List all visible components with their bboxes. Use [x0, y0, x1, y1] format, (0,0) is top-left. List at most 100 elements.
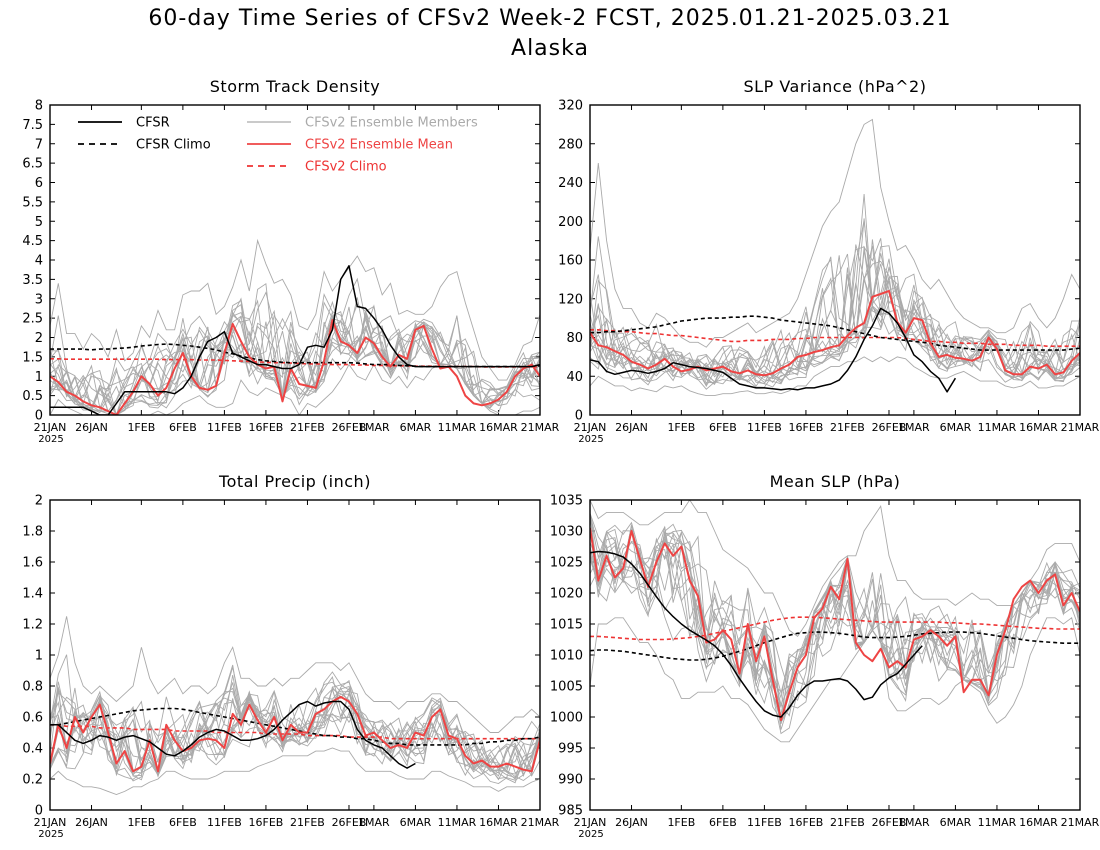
plot-area [50, 616, 540, 795]
ensemble-member-line [590, 525, 1080, 725]
ensemble-member-line [590, 529, 1080, 702]
ensemble-member-line [50, 311, 540, 414]
y-tick-label: 0 [35, 409, 43, 424]
y-tick-label: 3 [35, 292, 43, 307]
y-tick-label: 1000 [550, 711, 583, 726]
legend: CFSR CFSR Climo CFSv2 Ensemble Members CFSv… [78, 116, 478, 175]
series-line-cfsv2-ensemble-mean [590, 290, 1080, 377]
x-tick-label: 6MAR [400, 421, 432, 434]
x-tick-label: 16MAR [479, 421, 518, 434]
y-tick-label: 8 [35, 99, 43, 114]
ensemble-member-line [50, 616, 540, 733]
y-tick-label: 280 [558, 137, 583, 152]
figure-title: 60-day Time Series of CFSv2 Week-2 FCST,… [148, 6, 952, 31]
series-line-cfsr [590, 307, 957, 393]
panel-2: SLP Variance (hPa^2) 0 40 80 120 160 200 240 280… [558, 77, 1100, 445]
y-tick-label: 4.5 [22, 234, 43, 249]
panel-3: Total Precip (inch) 0 0.2 0.4 0.6 0.8 1 1.2 1.4 1… [22, 472, 559, 840]
y-tick-label: 1005 [550, 680, 583, 695]
ensemble-member-line [50, 318, 540, 415]
x-tick-label: 26FEB [332, 421, 367, 434]
y-tick-label: 5 [35, 215, 43, 230]
y-tick-label: 0.2 [22, 773, 43, 788]
x-tick-label: 11MAR [438, 421, 477, 434]
y-tick-label: 1.2 [22, 618, 43, 633]
ensemble-member-line [50, 664, 540, 776]
ensemble-member-line [50, 297, 540, 415]
x-tick-label: 16MAR [479, 816, 518, 829]
y-tick-label: 2.5 [22, 312, 43, 327]
series-line-cfsr-climo [590, 631, 1080, 661]
plot-frame [49, 499, 541, 811]
y-tick-label: 1030 [550, 525, 583, 540]
y-tick-label: 4 [35, 254, 43, 269]
y-tick-label: 160 [558, 254, 583, 269]
x-tick-label: 21FEB [290, 816, 325, 829]
series-line-cfsv2-climo [50, 723, 540, 740]
ensemble-member-line [50, 747, 540, 795]
ensemble-member-line [590, 356, 1080, 397]
x-tick-label: 11FEB [207, 421, 242, 434]
y-tick-label: 0.8 [22, 680, 43, 695]
x-tick-label: 21JAN [34, 421, 67, 434]
x-tick-label: 1MAR [898, 421, 930, 434]
x-tick-label: 21JAN [574, 421, 607, 434]
legend-label-cfs_climo: CFSv2 Climo [305, 160, 387, 175]
x-tick-label: 16FEB [789, 816, 824, 829]
series-line-cfsr [590, 550, 923, 718]
y-tick-label: 200 [558, 215, 583, 230]
ensemble-member-line [590, 292, 1080, 381]
ensemble-member-line [590, 118, 1080, 348]
ensemble-member-line [590, 535, 1080, 706]
x-tick-label: 21MAR [1061, 421, 1100, 434]
y-tick-label: 1.4 [22, 587, 43, 602]
x-tick-label: 16MAR [1019, 421, 1058, 434]
x-tick-label: 26JAN [615, 816, 648, 829]
y-tick-label: 0.5 [22, 389, 43, 404]
x-tick-label: 26JAN [75, 421, 108, 434]
panel-1: Storm Track Density 0 0.5 1 1.5 2 2.5 3 3.5 4 4.5 5… [22, 77, 559, 445]
plot-area [50, 238, 540, 415]
panel-title: Storm Track Density [210, 77, 380, 96]
figure-subtitle: Alaska [511, 36, 589, 61]
panel-title: Mean SLP (hPa) [770, 472, 901, 491]
x-tick-label: 11MAR [978, 816, 1017, 829]
x-tick-year-label: 2025 [38, 434, 63, 445]
y-tick-label: 80 [566, 331, 583, 346]
ensemble-member-line [590, 500, 1080, 638]
x-tick-label: 21FEB [290, 421, 325, 434]
ensemble-member-line [590, 287, 1080, 386]
ensemble-member-line [590, 250, 1080, 387]
y-tick-label: 1 [35, 649, 43, 664]
plot-frame [589, 499, 1081, 811]
series-line-cfsr-climo [590, 315, 1080, 351]
plot-frame [589, 104, 1081, 416]
legend-label-members: CFSv2 Ensemble Members [305, 116, 478, 131]
series-line-cfsr [50, 700, 416, 769]
x-tick-label: 21JAN [34, 816, 67, 829]
x-tick-label: 1FEB [127, 816, 155, 829]
y-tick-label: 0 [35, 804, 43, 819]
x-tick-label: 1FEB [127, 421, 155, 434]
series-line-cfsr-climo [50, 707, 540, 746]
x-tick-label: 11MAR [438, 816, 477, 829]
ensemble-member-line [50, 291, 540, 415]
ensemble-member-line [50, 681, 540, 774]
ensemble-member-line [590, 255, 1080, 384]
plot-area [590, 500, 1080, 743]
x-tick-label: 6FEB [169, 421, 197, 434]
ensemble-member-line [590, 521, 1080, 724]
y-tick-label: 1020 [550, 587, 583, 602]
ensemble-member-line [590, 515, 1080, 695]
x-tick-label: 21JAN [574, 816, 607, 829]
x-tick-label: 16MAR [1019, 816, 1058, 829]
ensemble-member-line [50, 301, 540, 409]
y-tick-label: 1010 [550, 649, 583, 664]
x-tick-label: 6MAR [940, 816, 972, 829]
x-tick-label: 1MAR [898, 816, 930, 829]
x-tick-label: 16FEB [249, 816, 284, 829]
x-tick-label: 6FEB [709, 816, 737, 829]
series-line-cfsv2-climo [590, 616, 1080, 641]
x-tick-label: 1MAR [358, 816, 390, 829]
x-tick-label: 16FEB [789, 421, 824, 434]
